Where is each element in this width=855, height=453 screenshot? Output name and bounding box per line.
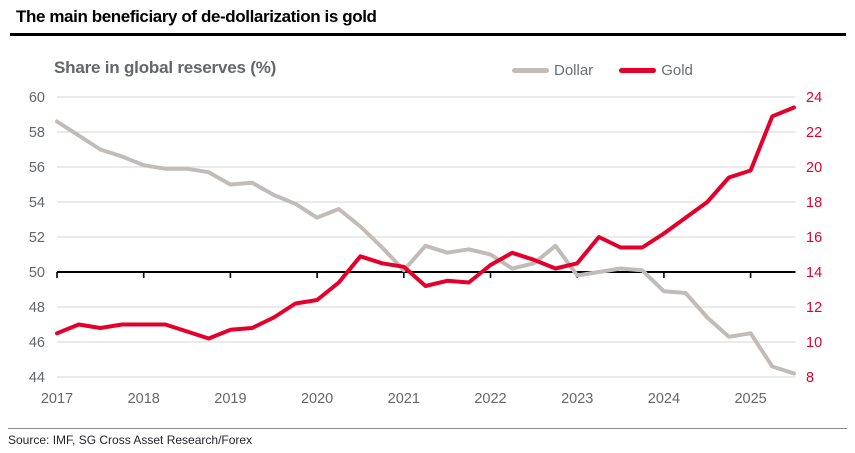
x-axis-tick-label: 2018 <box>128 391 160 407</box>
x-axis-tick-label: 2021 <box>388 391 420 407</box>
right-axis-tick-label: 22 <box>806 125 822 141</box>
x-axis-tick-label: 2020 <box>301 391 333 407</box>
gold-line <box>55 105 796 341</box>
dollar-line-swatch <box>512 68 549 73</box>
right-axis-labels: 24 22 20 18 16 14 12 10 8 <box>806 90 822 386</box>
right-axis-tick-label: 24 <box>806 90 822 106</box>
legend-label-dollar: Dollar <box>554 62 594 79</box>
left-axis-tick-label: 52 <box>29 230 45 246</box>
right-axis-tick-label: 14 <box>806 265 822 281</box>
legend-item-dollar: Dollar <box>512 62 593 79</box>
right-axis-tick-label: 12 <box>806 300 822 316</box>
reference-line-group <box>56 271 796 278</box>
left-axis-tick-label: 54 <box>29 195 45 211</box>
left-axis-tick-label: 44 <box>29 370 45 386</box>
left-axis-labels: 60 58 56 54 52 50 48 46 44 <box>29 90 45 386</box>
x-axis-tick-label: 2023 <box>561 391 593 407</box>
left-axis-tick-label: 48 <box>29 300 45 316</box>
left-axis-tick-label: 60 <box>29 90 45 106</box>
gridlines <box>57 96 796 378</box>
page-title: The main beneficiary of de-dollarization… <box>16 7 377 26</box>
dollar-line <box>55 119 796 376</box>
left-axis-tick-label: 58 <box>29 125 45 141</box>
right-axis-tick-label: 16 <box>806 230 822 246</box>
title-rule <box>10 33 846 36</box>
left-axis-tick-label: 50 <box>29 265 45 281</box>
chart-legend: Dollar Gold <box>512 62 693 79</box>
source-note: Source: IMF, SG Cross Asset Research/For… <box>8 433 253 447</box>
left-axis-tick-label: 56 <box>29 160 45 176</box>
x-axis-tick-label: 2024 <box>648 391 680 407</box>
x-axis-labels: 2017 2018 2019 2020 2021 2022 2023 2024 2025 <box>41 391 767 407</box>
right-axis-tick-label: 20 <box>806 160 822 176</box>
right-axis-tick-label: 8 <box>806 370 814 386</box>
left-axis-tick-label: 46 <box>29 335 45 351</box>
x-axis-tick-label: 2017 <box>41 391 73 407</box>
footer-rule <box>8 428 847 429</box>
x-axis-tick-label: 2025 <box>734 391 766 407</box>
legend-item-gold: Gold <box>619 62 693 79</box>
gold-line-swatch <box>619 68 657 73</box>
right-axis-tick-label: 18 <box>806 195 822 211</box>
chart-subtitle: Share in global reserves (%) <box>54 58 277 77</box>
x-axis-tick-label: 2022 <box>474 391 506 407</box>
legend-label-gold: Gold <box>661 62 693 79</box>
x-axis-tick-label: 2019 <box>214 391 246 407</box>
right-axis-tick-label: 10 <box>806 335 822 351</box>
